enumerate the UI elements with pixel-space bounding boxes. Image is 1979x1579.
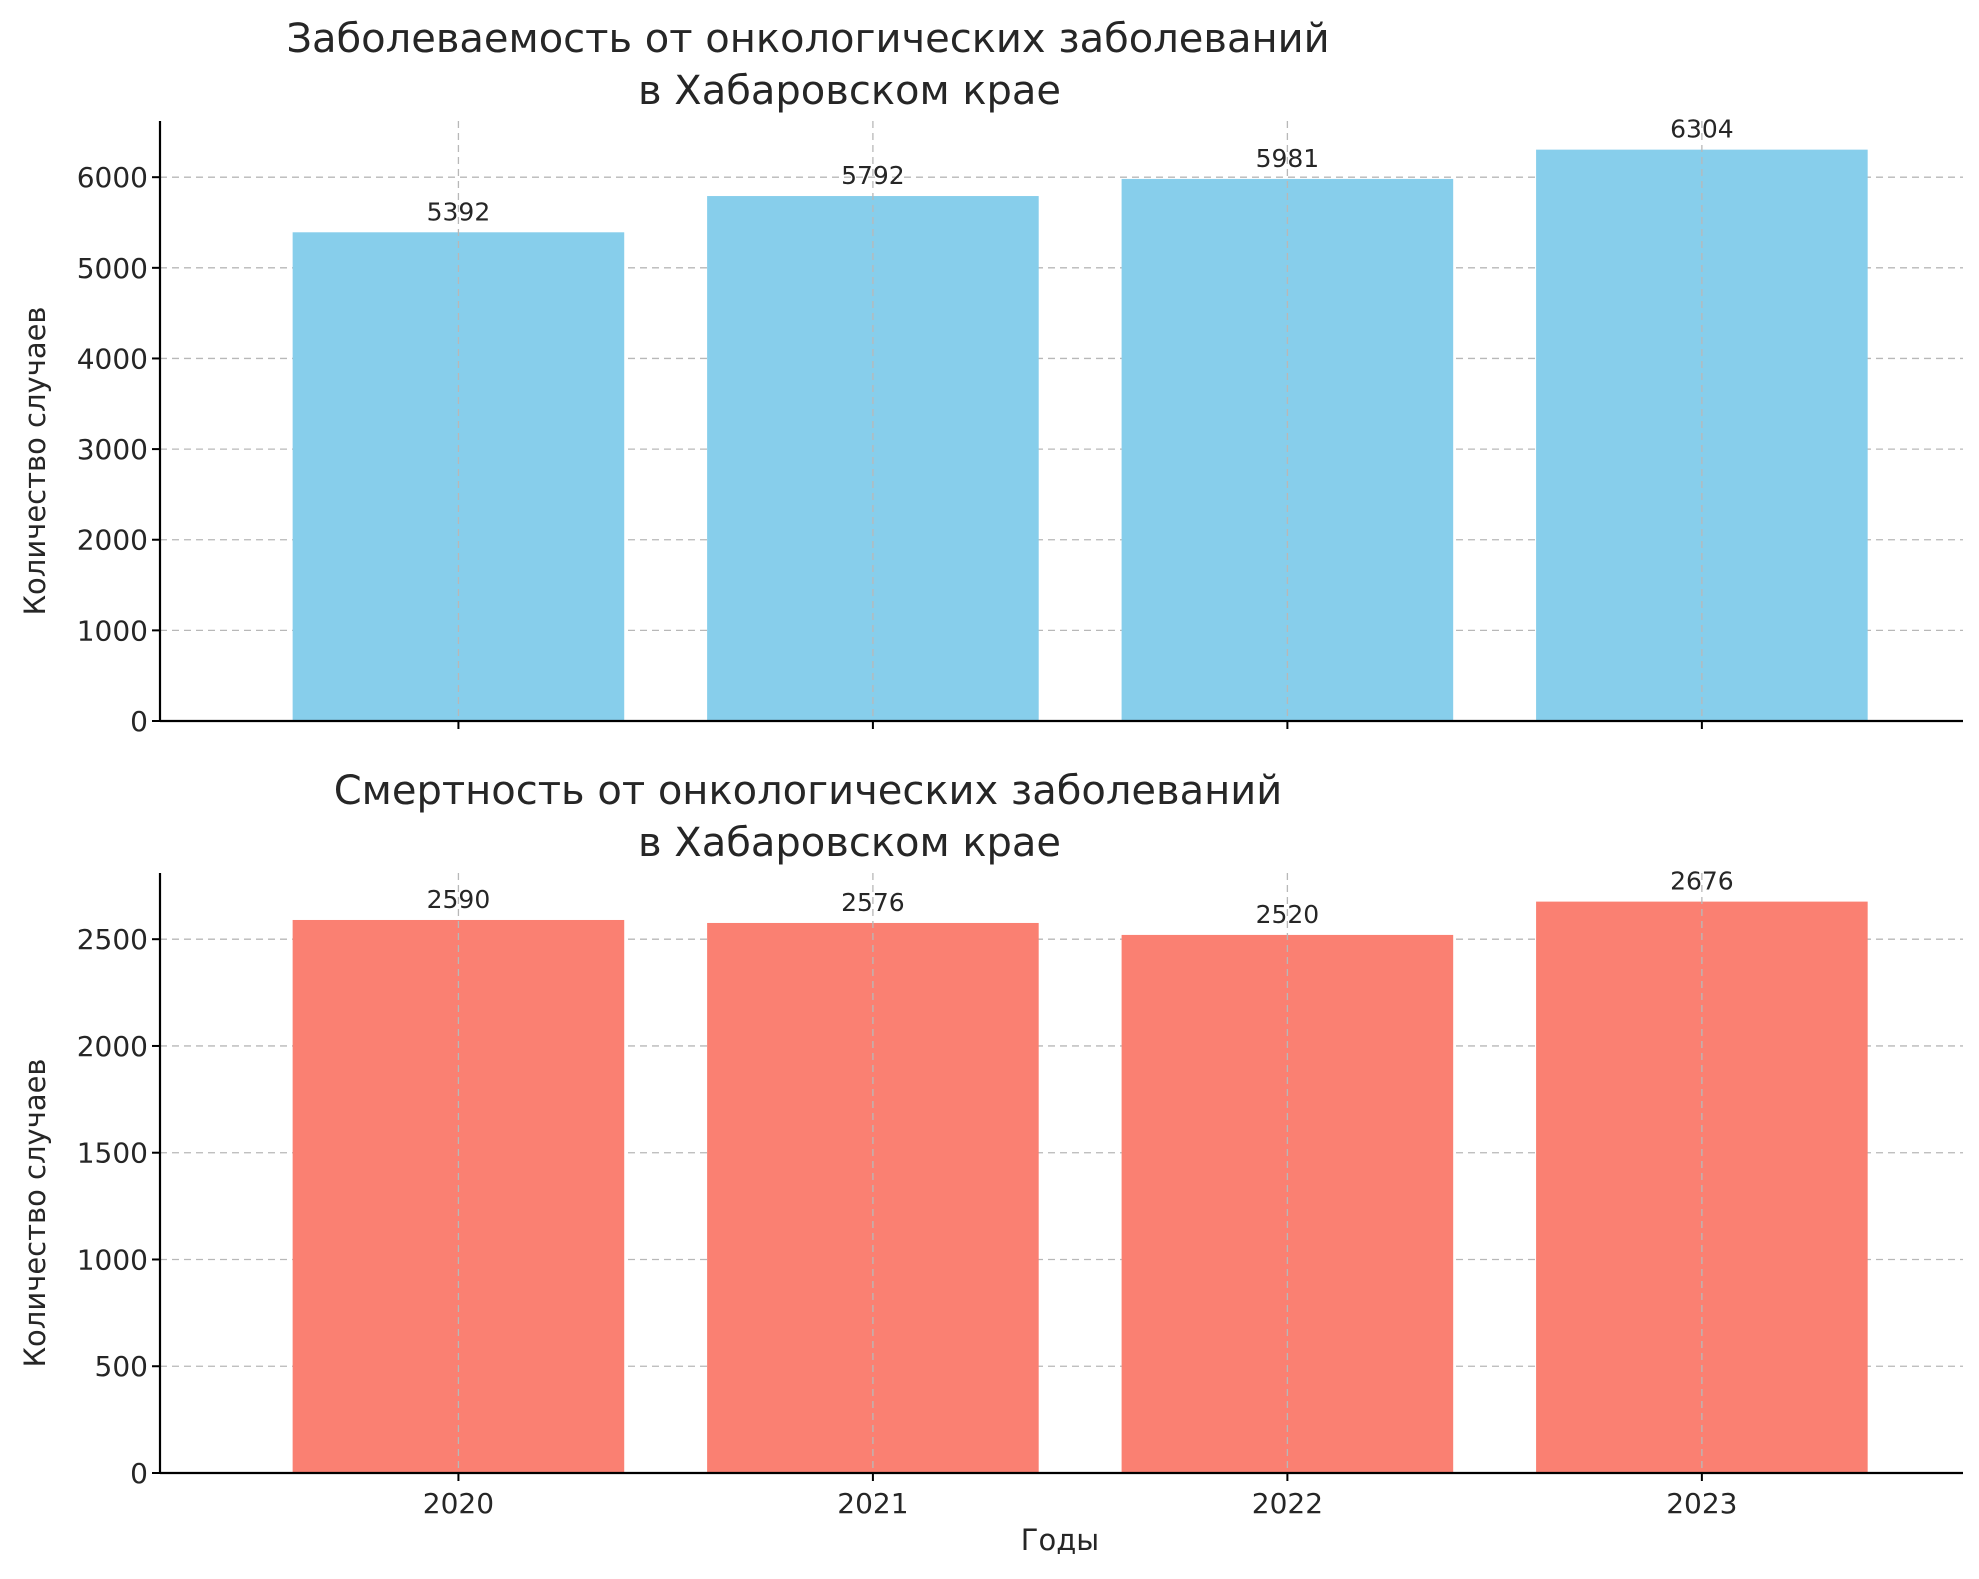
bar-value-label: 5392 xyxy=(427,197,491,226)
y-tick-label: 500 xyxy=(95,1350,148,1383)
bar-value-label: 5981 xyxy=(1256,144,1320,173)
y-tick-label: 2000 xyxy=(77,1030,148,1063)
bar-value-label: 2520 xyxy=(1256,900,1320,929)
y-tick-label: 6000 xyxy=(77,161,148,194)
y-tick-label: 1500 xyxy=(77,1137,148,1170)
bar-value-label: 2590 xyxy=(427,885,491,914)
bar-value-label: 2576 xyxy=(841,888,905,917)
incidence-chart-panel: Заболеваемость от онкологических заболев… xyxy=(18,16,1963,738)
x-tick-label: 2023 xyxy=(1666,1487,1737,1520)
x-axis-label: Годы xyxy=(1021,1523,1099,1557)
x-tick-label: 2020 xyxy=(423,1487,494,1520)
y-axis-label: Количество случаев xyxy=(18,1058,52,1367)
chart-title-line: в Хабаровском крае xyxy=(638,68,1061,114)
y-tick-label: 1000 xyxy=(77,1243,148,1276)
y-axis-label: Количество случаев xyxy=(18,306,52,615)
x-tick-label: 2021 xyxy=(837,1487,908,1520)
x-tick-label: 2022 xyxy=(1252,1487,1323,1520)
y-tick-label: 2500 xyxy=(77,923,148,956)
chart-title-line: Заболеваемость от онкологических заболев… xyxy=(286,16,1329,62)
y-tick-label: 0 xyxy=(130,705,148,738)
y-tick-label: 2000 xyxy=(77,524,148,557)
bar-value-label: 2676 xyxy=(1670,867,1734,896)
y-tick-label: 3000 xyxy=(77,433,148,466)
chart-title-line: Смертность от онкологических заболеваний xyxy=(334,768,1283,814)
chart-title-line: в Хабаровском крае xyxy=(638,820,1061,866)
bar-value-label: 5792 xyxy=(841,161,905,190)
mortality-chart-panel: Смертность от онкологических заболеваний… xyxy=(18,768,1963,1557)
bar-value-label: 6304 xyxy=(1670,115,1734,144)
y-tick-label: 5000 xyxy=(77,252,148,285)
y-tick-label: 4000 xyxy=(77,342,148,375)
y-tick-label: 0 xyxy=(130,1457,148,1490)
y-tick-label: 1000 xyxy=(77,614,148,647)
